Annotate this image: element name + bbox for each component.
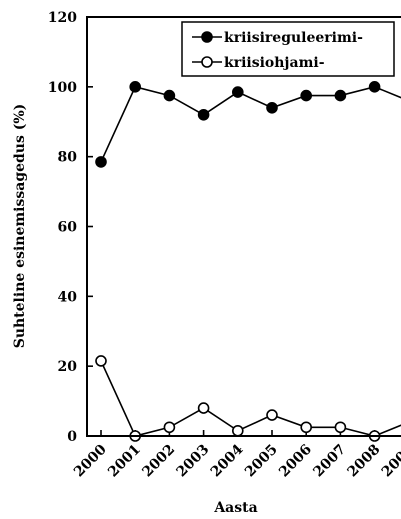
x-tick-label: 2001 — [105, 442, 144, 481]
legend-box — [181, 21, 395, 77]
legend-item-series-2: kriisiohjami- — [192, 55, 325, 71]
series-2 — [95, 355, 401, 442]
legend-label-series-2: kriisiohjami- — [224, 55, 325, 71]
y-axis-ticks: 0 20 40 60 80 100 120 — [48, 10, 93, 445]
series-1-point — [334, 89, 347, 102]
y-tick-label: 0 — [67, 429, 77, 445]
series-1-line — [100, 85, 401, 163]
series-1 — [95, 81, 401, 168]
series-1-point — [163, 89, 176, 102]
plot-area-frame — [86, 16, 401, 437]
series-1-point — [266, 101, 278, 114]
y-tick-label: 120 — [48, 10, 77, 26]
x-tick-label: 2006 — [276, 442, 315, 481]
y-tick-label: 80 — [58, 150, 78, 166]
legend-label-series-1: kriisireguleerimi- — [224, 30, 363, 46]
legend-marker-open-circle — [201, 56, 213, 68]
series-1-point — [368, 81, 381, 93]
series-2-point — [197, 402, 210, 414]
y-tick-label: 20 — [58, 359, 78, 375]
series-2-point — [300, 421, 313, 434]
x-tick-label: 2007 — [310, 442, 349, 481]
x-tick-label: 2008 — [345, 442, 384, 481]
y-tick-label: 60 — [58, 220, 78, 236]
legend-item-series-1: kriisireguleerimi- — [192, 30, 363, 46]
series-1-point — [129, 81, 141, 93]
x-tick-label: 2002 — [139, 442, 178, 481]
series-2-line — [100, 360, 401, 437]
series-2-point — [266, 409, 278, 421]
x-tick-label: 2004 — [208, 441, 247, 480]
x-tick-label: 2009 — [379, 442, 401, 481]
x-tick-label: 2000 — [71, 441, 110, 480]
y-tick-label: 100 — [48, 80, 77, 96]
x-axis-title: Aasta — [213, 500, 257, 516]
series-1-point — [197, 108, 210, 121]
series-2-point — [163, 421, 176, 434]
y-axis-title: Suhteline esinemissagedus (%) — [12, 104, 28, 349]
series-2-point — [95, 355, 107, 367]
series-1-point — [300, 89, 313, 102]
series-2-point — [232, 424, 244, 437]
series-1-point — [95, 156, 107, 168]
x-tick-label: 2005 — [242, 442, 281, 481]
series-2-point — [334, 421, 347, 434]
x-tick-label: 2003 — [174, 442, 213, 481]
series-layer — [95, 81, 401, 442]
legend-marker-filled-circle — [201, 31, 213, 43]
series-1-point — [232, 86, 244, 98]
y-tick-label: 40 — [58, 289, 78, 305]
legend: kriisireguleerimi- kriisiohjami- — [181, 21, 395, 77]
